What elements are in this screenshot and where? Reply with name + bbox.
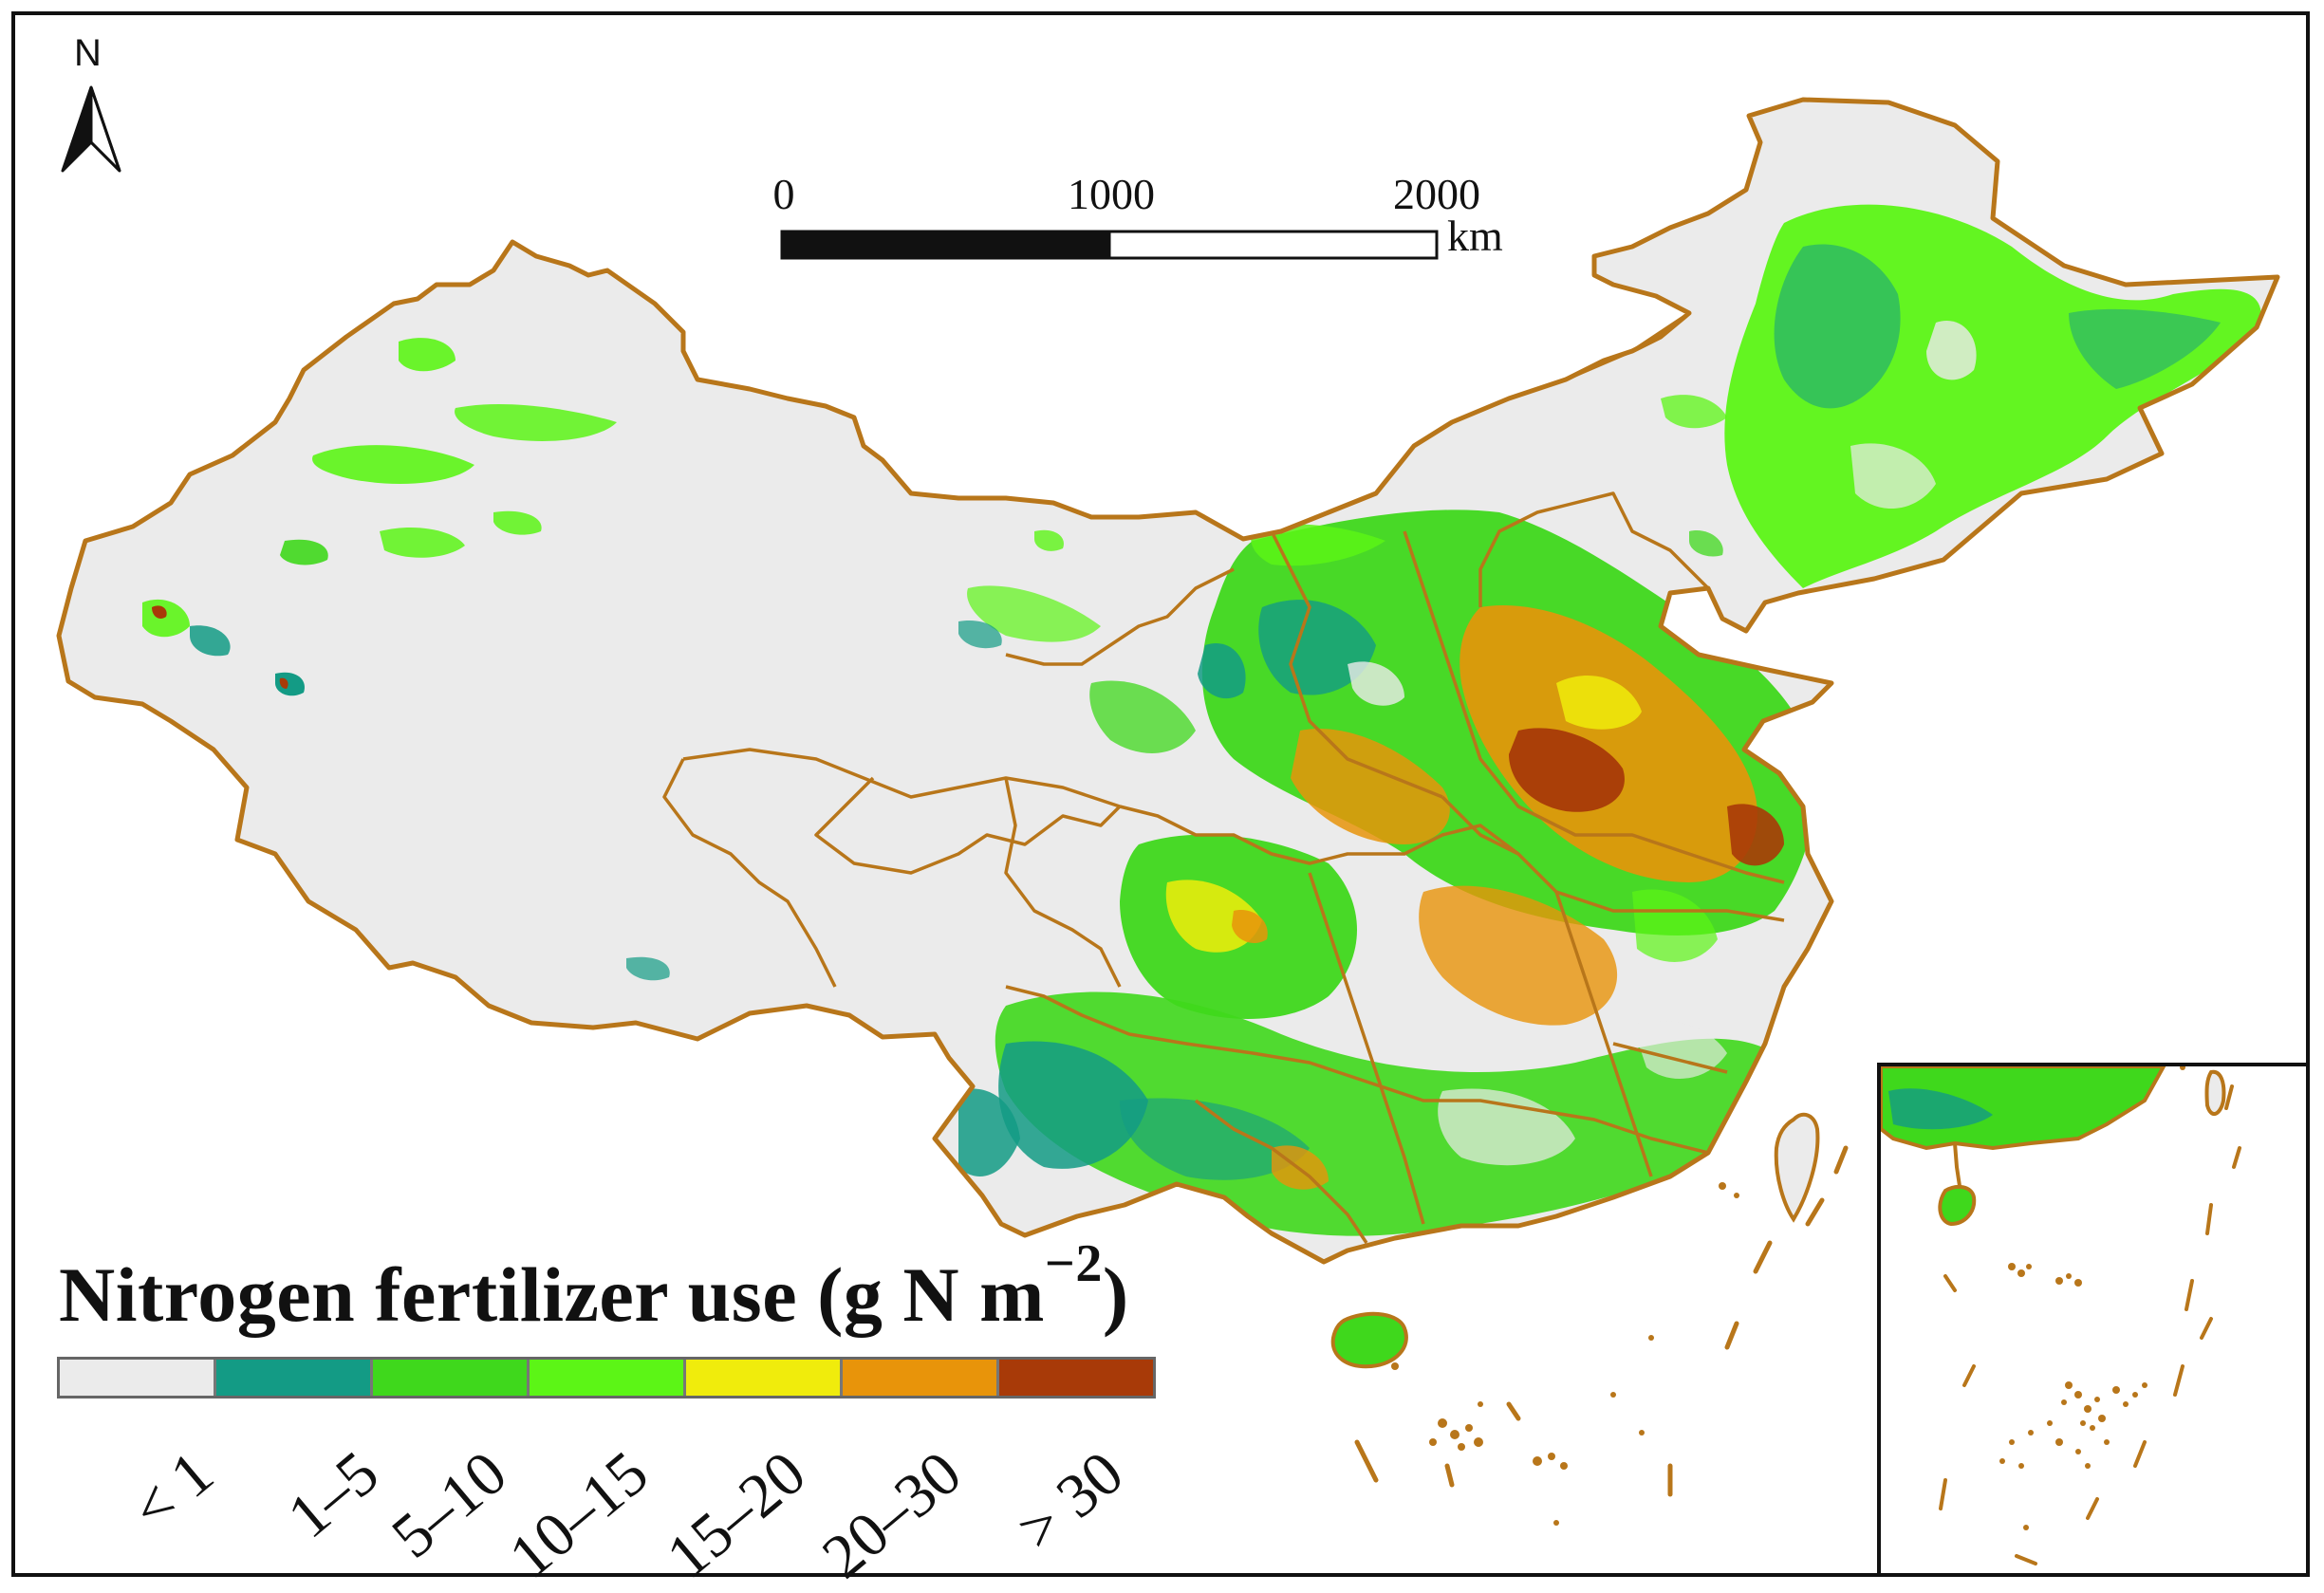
legend-title-exponent: −2 xyxy=(1044,1234,1103,1293)
province-boundaries xyxy=(662,311,1785,1244)
scale-bar-graphic xyxy=(780,230,1439,260)
inset-map xyxy=(1881,1066,2306,1573)
legend-swatch xyxy=(843,1360,999,1396)
scale-tick-1000: 1000 xyxy=(1068,170,1155,218)
legend-swatch xyxy=(60,1360,216,1396)
legend-swatch xyxy=(686,1360,843,1396)
north-label: N xyxy=(74,32,102,74)
north-arrow-icon xyxy=(61,85,121,173)
south-sea-islands xyxy=(1391,1182,1739,1526)
map-frame xyxy=(11,11,2310,1577)
scale-tick-2000: 2000 xyxy=(1393,170,1480,218)
legend-swatch xyxy=(999,1360,1153,1396)
legend-color-bar xyxy=(57,1357,1156,1399)
scale-tick-0: 0 xyxy=(772,170,795,218)
legend-title-close: ) xyxy=(1102,1251,1129,1338)
taiwan-island xyxy=(1774,1112,1820,1223)
inset-frame xyxy=(1877,1063,2310,1577)
legend-title: Nitrogen fertilizer use (g N m−2) xyxy=(59,1237,1129,1340)
maritime-dashes xyxy=(1354,1145,1849,1497)
legend-swatch xyxy=(530,1360,686,1396)
legend-title-text: Nitrogen fertilizer use (g N m xyxy=(59,1251,1045,1338)
legend-swatch xyxy=(373,1360,530,1396)
scale-unit: km xyxy=(1447,212,1503,260)
legend-swatch xyxy=(216,1360,373,1396)
hainan-island xyxy=(1330,1311,1408,1369)
